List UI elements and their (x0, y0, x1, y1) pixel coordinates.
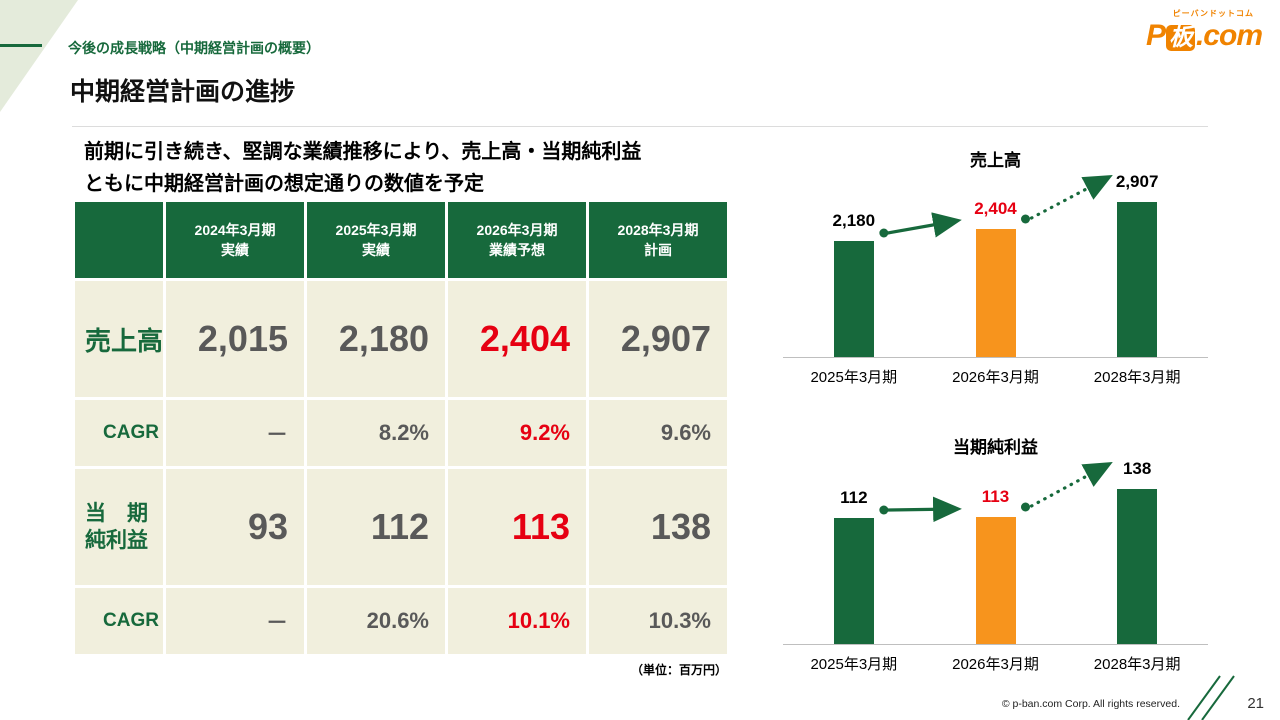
trend-arrows (879, 175, 1113, 238)
table-cell: 112 (307, 469, 445, 585)
net-income-chart-x-labels: 2025年3月期 2026年3月期 2028年3月期 (783, 645, 1208, 674)
table-cell: 2,180 (307, 281, 445, 397)
financial-table: 2024年3月期 実績 2025年3月期 実績 2026年3月期 業績予想 20… (75, 202, 727, 654)
table-cell: － (166, 588, 304, 654)
header-type: 実績 (362, 242, 390, 258)
x-tick-label: 2025年3月期 (810, 656, 898, 673)
chart-bar (1117, 489, 1158, 644)
title-divider (72, 126, 1208, 127)
charts-panel: 売上高 2,180 2,404 2,907 2025年3月期 2026年3月期 20… (783, 146, 1208, 674)
table-cell: 138 (589, 469, 727, 585)
row-label-sales: 売上高 (75, 281, 163, 397)
net-income-chart-plot: 112 113 138 (783, 455, 1208, 645)
logo-ban-mark: 板 (1165, 24, 1195, 52)
header-type: 実績 (221, 242, 249, 258)
x-tick-label: 2025年3月期 (810, 369, 898, 386)
row-label-text: 当 期 純利益 (85, 501, 148, 552)
row-label-net-income-cagr: CAGR (75, 588, 163, 654)
lead-line-2: ともに中期経営計画の想定通りの数値を予定 (84, 173, 484, 195)
corner-diagonal-lines (1187, 675, 1235, 720)
row-label-net-income: 当 期 純利益 (75, 469, 163, 585)
header-type: 計画 (644, 242, 672, 258)
net-income-chart: 当期純利益 112 113 138 2025年3月期 2026年3月期 2028年3… (783, 433, 1208, 674)
lead-statement: 前期に引き続き、堅調な業績推移により、売上高・当期純利益 ともに中期経営計画の想… (84, 136, 641, 200)
table-cell: 20.6% (307, 588, 445, 654)
x-tick-label: 2028年3月期 (1093, 656, 1181, 673)
logo-wordmark: P 板 .com (1145, 19, 1263, 52)
logo-com: .com (1195, 19, 1263, 52)
sales-chart-plot: 2,180 2,404 2,907 (783, 168, 1208, 358)
row-label-text: CAGR (103, 422, 159, 443)
table-cell-highlight: 113 (448, 469, 586, 585)
company-logo: ピーバンドットコム P 板 .com (1145, 8, 1263, 52)
header-year: 2024年3月期 (194, 221, 276, 238)
sales-chart-title: 売上高 (970, 151, 1021, 170)
bar-value-label: 2,180 (832, 211, 876, 230)
table-header-corner (75, 202, 163, 278)
bar-value-label: 2,404 (974, 199, 1017, 218)
section-subtitle: 今後の成長戦略（中期経営計画の概要） (68, 40, 320, 56)
row-label-text: 売上高 (85, 325, 164, 356)
chart-bar (1117, 202, 1158, 357)
row-label-text: CAGR (103, 610, 159, 631)
header-year: 2028年3月期 (617, 221, 699, 238)
table-cell: 2,907 (589, 281, 727, 397)
x-tick-label: 2026年3月期 (952, 656, 1039, 673)
table-header-fy2024: 2024年3月期 実績 (166, 202, 304, 278)
corner-tick-decoration (0, 44, 42, 47)
chart-bar (975, 229, 1016, 357)
table-cell: 9.6% (589, 400, 727, 466)
table-header-fy2028: 2028年3月期 計画 (589, 202, 727, 278)
header-year: 2026年3月期 (476, 221, 558, 238)
bar-value-label: 113 (981, 487, 1010, 506)
trend-arrows (879, 461, 1113, 523)
x-tick-label: 2028年3月期 (1093, 369, 1181, 386)
table-cell: － (166, 400, 304, 466)
copyright-text: © p-ban.com Corp. All rights reserved. (1001, 698, 1180, 710)
x-tick-label: 2026年3月期 (952, 369, 1039, 386)
sales-chart: 売上高 2,180 2,404 2,907 2025年3月期 2026年3月期 20… (783, 146, 1208, 387)
header-year: 2025年3月期 (335, 221, 417, 238)
table-cell-highlight: 10.1% (448, 588, 586, 654)
chart-bar (833, 518, 874, 644)
table-cell: 8.2% (307, 400, 445, 466)
bar-value-label: 138 (1122, 459, 1152, 478)
page-title: 中期経営計画の進捗 (70, 78, 296, 106)
table-cell-highlight: 2,404 (448, 281, 586, 397)
logo-letter-p: P (1145, 19, 1166, 52)
table-cell: 10.3% (589, 588, 727, 654)
lead-line-1: 前期に引き続き、堅調な業績推移により、売上高・当期純利益 (84, 141, 642, 163)
corner-triangle-decoration (0, 0, 78, 112)
row-label-sales-cagr: CAGR (75, 400, 163, 466)
chart-bar (833, 241, 874, 357)
table-cell-highlight: 9.2% (448, 400, 586, 466)
table-header-fy2025: 2025年3月期 実績 (307, 202, 445, 278)
table-header-fy2026: 2026年3月期 業績予想 (448, 202, 586, 278)
unit-note: （単位：百万円） (630, 663, 727, 677)
table-cell: 2,015 (166, 281, 304, 397)
table-cell: 93 (166, 469, 304, 585)
page-number: 21 (1247, 695, 1264, 712)
header-type: 業績予想 (489, 242, 545, 258)
bar-value-label: 2,907 (1115, 172, 1159, 191)
net-income-chart-title: 当期純利益 (953, 438, 1038, 457)
sales-chart-x-labels: 2025年3月期 2026年3月期 2028年3月期 (783, 358, 1208, 387)
chart-bar (975, 517, 1016, 644)
logo-tagline: ピーバンドットコム (1172, 9, 1254, 18)
bar-value-label: 112 (840, 488, 868, 507)
